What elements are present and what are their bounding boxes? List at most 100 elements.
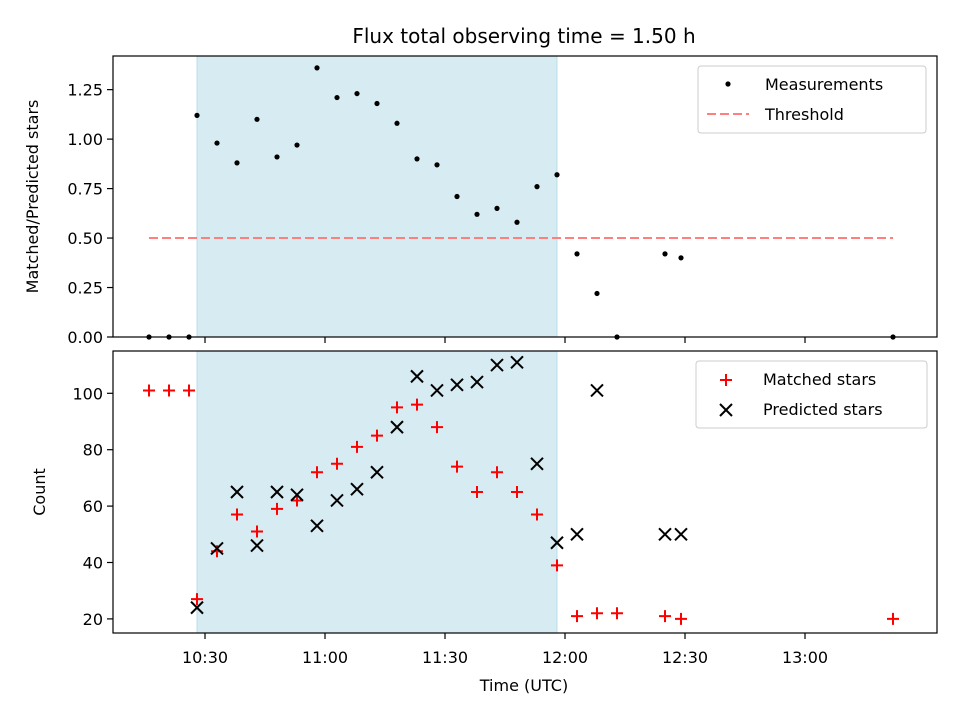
predicted-star-point bbox=[250, 538, 264, 553]
legend-predicted-marker bbox=[719, 403, 733, 417]
x-tick-label: 10:30 bbox=[182, 648, 228, 667]
measurement-point bbox=[678, 255, 684, 261]
measurement-points bbox=[146, 65, 896, 340]
predicted-star-point bbox=[390, 420, 404, 434]
measurement-point bbox=[294, 142, 300, 148]
bottom-x-ticks: 10:30 11:00 11:30 12:00 12:30 13:00 bbox=[182, 633, 828, 667]
predicted-star-point bbox=[550, 536, 564, 550]
matched-star-point bbox=[251, 525, 263, 538]
predicted-star-point bbox=[450, 378, 464, 392]
top-y-tick-label: 0.25 bbox=[67, 279, 103, 298]
matched-star-point bbox=[611, 607, 623, 620]
measurement-point bbox=[394, 120, 400, 126]
measurement-point bbox=[414, 156, 420, 162]
legend-measurements-label: Measurements bbox=[765, 75, 883, 94]
bottom-legend: Matched stars Predicted stars bbox=[695, 360, 928, 429]
bottom-panel: 20 40 60 80 100 10:30 11:00 11:30 12:00 12:30 13:… bbox=[30, 350, 938, 695]
top-legend-box bbox=[697, 65, 927, 134]
top-y-axis-label: Matched/Predicted stars bbox=[23, 100, 42, 294]
measurement-point bbox=[554, 172, 560, 178]
predicted-star-point bbox=[530, 457, 544, 471]
measurement-point bbox=[434, 162, 440, 168]
legend-matched-label: Matched stars bbox=[763, 370, 876, 389]
matched-star-point bbox=[531, 508, 543, 521]
measurement-point bbox=[214, 140, 220, 146]
matched-star-point bbox=[659, 610, 671, 623]
matched-star-point bbox=[471, 486, 483, 498]
matched-star-point bbox=[511, 486, 523, 498]
bottom-y-tick-label: 100 bbox=[72, 384, 103, 403]
top-y-tick-label: 0.00 bbox=[67, 328, 103, 347]
top-y-ticks: 0.00 0.25 0.50 0.75 1.00 1.25 bbox=[67, 81, 113, 347]
predicted-star-point bbox=[370, 465, 384, 479]
measurement-point bbox=[534, 184, 540, 190]
matched-star-point bbox=[331, 457, 343, 470]
matched-star-point bbox=[191, 593, 203, 606]
matched-star-point bbox=[371, 429, 383, 442]
matched-star-point bbox=[411, 398, 423, 411]
predicted-star-point bbox=[210, 541, 224, 556]
bottom-highlight-span bbox=[196, 350, 558, 634]
bottom-y-ticks: 20 40 60 80 100 bbox=[72, 384, 113, 629]
legend-threshold-label: Threshold bbox=[764, 105, 844, 124]
top-panel: 0.00 0.25 0.50 0.75 1.00 1.25 Matched/Predict… bbox=[23, 55, 938, 347]
predicted-star-point bbox=[430, 383, 444, 398]
matched-star-point bbox=[351, 440, 363, 453]
top-y-tick-label: 0.75 bbox=[67, 180, 103, 199]
matched-star-point bbox=[491, 466, 503, 479]
predicted-star-point bbox=[230, 485, 244, 499]
x-tick-label: 12:00 bbox=[542, 648, 588, 667]
predicted-star-point bbox=[270, 485, 284, 499]
matched-star-point bbox=[431, 421, 443, 434]
matched-star-point bbox=[291, 494, 303, 507]
matched-star-point bbox=[271, 502, 283, 515]
matched-stars-points bbox=[143, 384, 899, 625]
x-axis-label: Time (UTC) bbox=[479, 676, 568, 695]
matched-star-point bbox=[591, 607, 603, 620]
measurement-point bbox=[574, 251, 580, 257]
measurement-point bbox=[354, 90, 360, 97]
predicted-star-point bbox=[490, 358, 504, 372]
matched-star-point bbox=[163, 384, 175, 397]
measurement-point bbox=[274, 154, 280, 160]
matched-star-point bbox=[311, 466, 323, 479]
chart-title: Flux total observing time = 1.50 h bbox=[352, 24, 695, 48]
measurement-point bbox=[314, 65, 320, 71]
measurement-point bbox=[514, 219, 520, 225]
x-tick-label: 11:00 bbox=[302, 648, 348, 667]
legend-predicted-label: Predicted stars bbox=[763, 400, 883, 419]
measurement-point bbox=[234, 160, 240, 166]
predicted-star-point bbox=[350, 482, 364, 496]
predicted-star-point bbox=[658, 527, 672, 542]
top-x-ticks bbox=[204, 337, 806, 343]
top-y-tick-label: 1.25 bbox=[67, 81, 103, 100]
predicted-star-point bbox=[410, 369, 424, 384]
measurement-point bbox=[454, 193, 460, 200]
predicted-star-point bbox=[290, 488, 304, 502]
top-axes-frame bbox=[112, 55, 938, 338]
matched-star-point bbox=[231, 508, 243, 521]
matched-star-point bbox=[451, 460, 463, 473]
measurement-point bbox=[254, 116, 260, 122]
matched-star-point bbox=[551, 559, 563, 572]
top-y-tick-label: 0.50 bbox=[67, 229, 103, 248]
measurement-point bbox=[334, 94, 340, 101]
bottom-y-axis-label: Count bbox=[30, 468, 49, 516]
predicted-star-point bbox=[190, 600, 204, 615]
top-highlight-span bbox=[196, 55, 558, 338]
matched-star-point bbox=[887, 612, 899, 625]
x-tick-label: 13:00 bbox=[782, 648, 828, 667]
matched-star-point bbox=[391, 401, 403, 414]
matched-star-point bbox=[675, 612, 687, 625]
x-tick-label: 11:30 bbox=[422, 648, 468, 667]
legend-matched-marker bbox=[720, 374, 732, 386]
matched-star-point bbox=[143, 384, 155, 397]
x-tick-label: 12:30 bbox=[662, 648, 708, 667]
top-y-tick-label: 1.00 bbox=[67, 130, 103, 149]
predicted-star-point bbox=[510, 355, 524, 369]
predicted-star-point bbox=[590, 383, 604, 398]
predicted-star-point bbox=[470, 375, 484, 389]
predicted-star-point bbox=[570, 527, 584, 542]
bottom-y-tick-label: 40 bbox=[83, 554, 103, 573]
